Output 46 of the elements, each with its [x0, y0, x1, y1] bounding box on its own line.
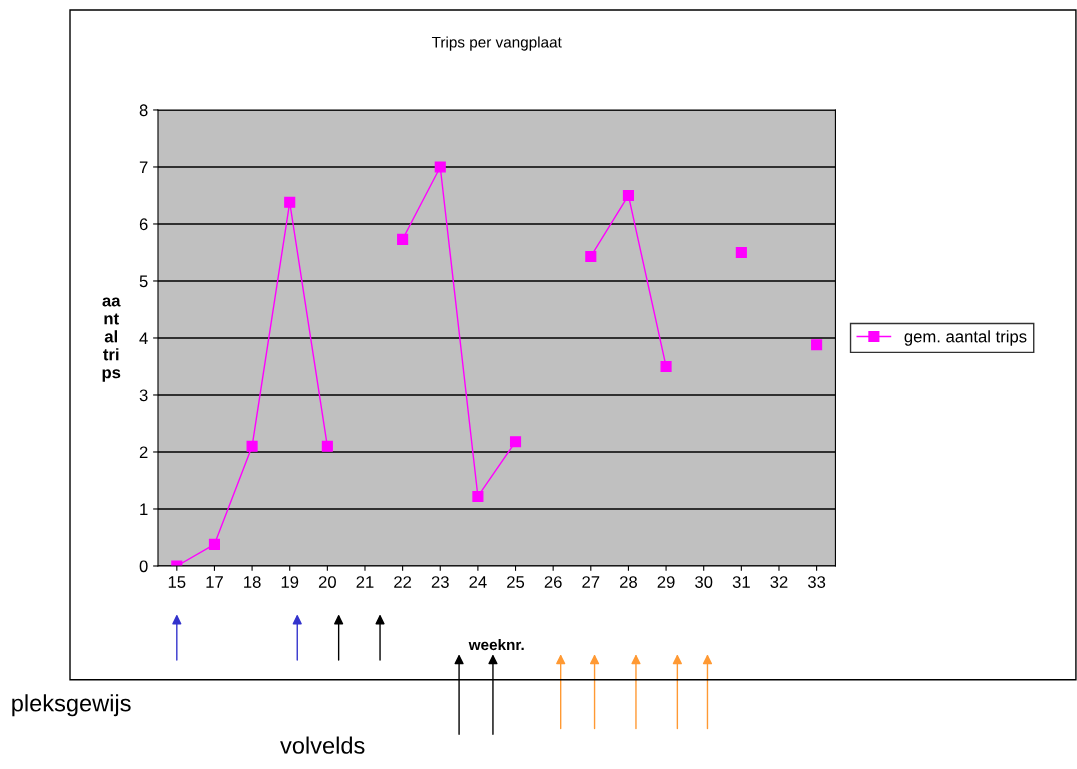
x-tick-label: 26: [544, 576, 562, 588]
text: volvelds: [280, 736, 365, 754]
y-tick-label: 3: [139, 389, 148, 402]
y-tick-label: 4: [139, 332, 148, 345]
y-tick-label: 7: [139, 161, 148, 174]
y-tick-label: 2: [139, 446, 148, 459]
x-tick-label: 20: [318, 576, 336, 588]
x-tick-label: 33: [807, 576, 826, 588]
point: [321, 440, 333, 452]
y-tick-label: 5: [139, 275, 148, 288]
x-tick-label: 15: [168, 576, 186, 588]
point: [397, 233, 409, 245]
x-tick-label: 19: [281, 576, 299, 588]
x-axis-title: weeknr.: [468, 638, 524, 651]
x-tick-label: 29: [657, 576, 675, 588]
x-tick-label: 28: [620, 576, 637, 588]
point: [660, 360, 672, 373]
text: pleksgewijs: [12, 694, 131, 717]
legend-label: gem. aantal trips: [904, 330, 1027, 346]
point: [585, 250, 597, 263]
y-axis-title: aa nt al tri ps: [102, 297, 121, 382]
x-tick-label: 18: [244, 576, 261, 588]
point: [509, 436, 522, 448]
point: [735, 246, 747, 259]
x-tick-label: 17: [206, 576, 223, 588]
point: [284, 196, 296, 208]
chart-title: Trips per vangplaat: [431, 36, 562, 51]
point: [622, 189, 634, 202]
x-tick-label: 32: [770, 576, 788, 588]
x-tick-label: 24: [469, 576, 487, 588]
x-tick-label: 23: [431, 576, 449, 588]
x-tick-label: 30: [695, 576, 713, 588]
x-tick-label: 21: [356, 576, 374, 588]
x-tick-label: 27: [582, 576, 600, 588]
point: [811, 339, 823, 351]
x-tick-label: 31: [732, 576, 750, 588]
x-tick-label: 22: [394, 576, 412, 588]
point: [472, 490, 484, 502]
point: [246, 440, 258, 452]
point: [434, 161, 446, 173]
y-tick-label: 8: [139, 104, 148, 117]
y-tick-label: 6: [139, 218, 148, 231]
point: [208, 538, 221, 550]
x-tick-label: 25: [507, 576, 525, 588]
y-tick-label: 1: [140, 503, 148, 516]
y-tick-label: 0: [139, 560, 148, 573]
